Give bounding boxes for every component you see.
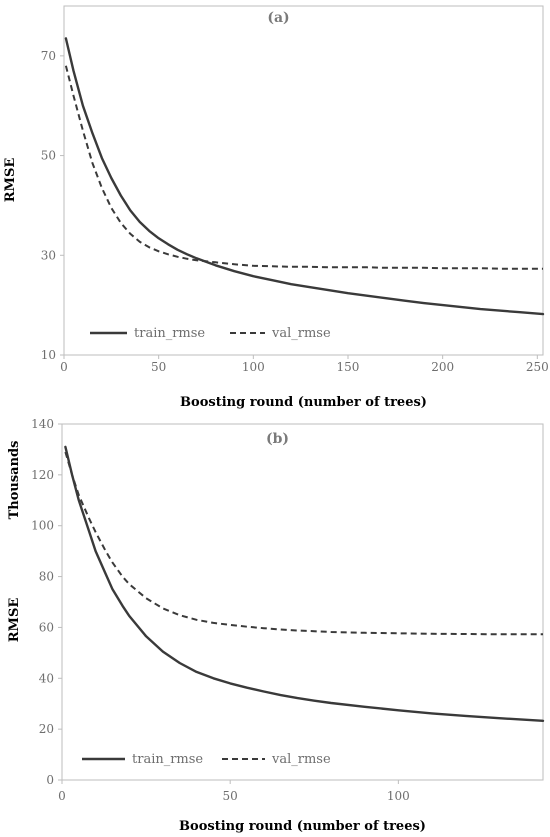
x-tick-label: 50: [151, 360, 166, 374]
x-tick-label: 100: [387, 789, 410, 803]
legend-label-train_rmse: train_rmse: [132, 752, 203, 767]
y-axis-label: RMSE: [7, 598, 22, 643]
legend-label-val_rmse: val_rmse: [271, 326, 331, 341]
y-tick-label: 0: [46, 773, 54, 787]
chart-title: (a): [267, 10, 289, 26]
x-tick-label: 250: [526, 360, 549, 374]
y-tick-label: 70: [41, 49, 56, 63]
plot-frame-a: [63, 5, 544, 356]
chart-panel-a: 10 30 50 70 0 50 100 150 200 250 (a) Boosting round…: [0, 0, 550, 415]
x-axis-label: Boosting round (number of trees): [179, 819, 426, 834]
y-tick-label: 10: [41, 348, 56, 362]
legend-label-val_rmse: val_rmse: [271, 752, 331, 767]
x-tick-label: 200: [431, 360, 454, 374]
series-line-train_rmse: [64, 37, 545, 316]
x-tick-label: 50: [223, 789, 238, 803]
series-line-train_rmse: [64, 445, 545, 722]
legend-label-train_rmse: train_rmse: [134, 326, 205, 341]
x-axis-label: Boosting round (number of trees): [180, 395, 427, 410]
x-tick-label: 0: [60, 360, 68, 374]
y-tick-label: 140: [31, 417, 54, 431]
y-tick-label: 80: [39, 570, 54, 584]
y-tick-label: 50: [41, 149, 56, 163]
plot-frame-b: [61, 423, 544, 781]
x-tick-label: 100: [242, 360, 265, 374]
y-tick-label: 20: [39, 722, 54, 736]
y-tick-label: 120: [31, 468, 54, 482]
y-axis-label: RMSE: [3, 158, 18, 203]
series-line-val_rmse: [64, 451, 543, 636]
y-axis-unit-label: Thousands: [7, 441, 22, 520]
chart-title: (b): [266, 431, 289, 447]
y-tick-label: 100: [31, 519, 54, 533]
chart-panel-b: 0 20 40 60 80 100 120 140 0 50 100 (b) Boosting roun…: [0, 415, 550, 837]
y-tick-label: 40: [39, 671, 54, 685]
y-tick-label: 60: [39, 620, 54, 634]
x-tick-label: 150: [337, 360, 360, 374]
chart-b-svg: 0 20 40 60 80 100 120 140 0 50 100 (b) Boosting roun…: [7, 417, 545, 834]
x-tick-label: 0: [58, 789, 66, 803]
series-line-val_rmse: [64, 65, 543, 270]
chart-a-svg: 10 30 50 70 0 50 100 150 200 250 (a) Boosting round…: [3, 5, 549, 410]
y-tick-label: 30: [41, 248, 56, 262]
